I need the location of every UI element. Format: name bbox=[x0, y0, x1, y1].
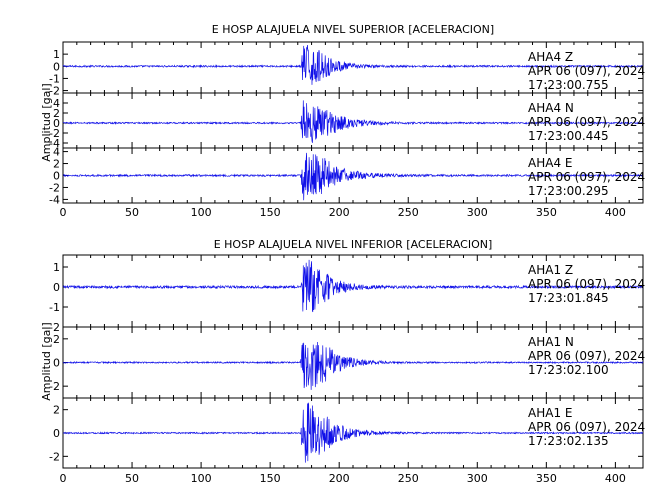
trace-station-label: AHA4 Z bbox=[528, 50, 573, 64]
waveform bbox=[62, 100, 644, 143]
waveform bbox=[62, 402, 644, 463]
x-tick-label: 400 bbox=[605, 206, 626, 219]
chart-1: E HOSP ALAJUELA NIVEL SUPERIOR [ACELERAC… bbox=[40, 23, 645, 219]
trace-station-label: AHA1 Z bbox=[528, 263, 573, 277]
waveform bbox=[62, 341, 644, 390]
trace-time: 17:23:02.100 bbox=[528, 363, 609, 377]
x-tick-label: 350 bbox=[536, 206, 557, 219]
y-tick-label: -2 bbox=[49, 450, 60, 463]
y-tick-label: 2 bbox=[53, 333, 60, 346]
y-tick-label: -2 bbox=[49, 380, 60, 393]
y-tick-label: 1 bbox=[53, 48, 60, 61]
trace-time: 17:23:02.135 bbox=[528, 434, 609, 448]
y-tick-label: -4 bbox=[49, 137, 60, 150]
trace-time: 17:23:00.445 bbox=[528, 129, 609, 143]
trace-station-label: AHA1 E bbox=[528, 406, 572, 420]
waveform bbox=[62, 152, 644, 201]
trace-time: 17:23:00.755 bbox=[528, 78, 609, 92]
trace-time: 17:23:01.845 bbox=[528, 291, 609, 305]
chart-2: E HOSP ALAJUELA NIVEL INFERIOR [ACELERAC… bbox=[40, 238, 645, 485]
waveform bbox=[62, 44, 644, 85]
x-tick-label: 300 bbox=[467, 472, 488, 485]
y-tick-label: -2 bbox=[49, 321, 60, 334]
chart-title: E HOSP ALAJUELA NIVEL SUPERIOR [ACELERAC… bbox=[212, 23, 494, 36]
y-tick-label: 1 bbox=[53, 261, 60, 274]
y-axis-label: Amplitud [gal] bbox=[40, 322, 53, 400]
y-axis-label: Amplitud [gal] bbox=[40, 83, 53, 161]
y-tick-label: -2 bbox=[49, 85, 60, 98]
trace-date: APR 06 (097), 2024 bbox=[528, 349, 645, 363]
y-tick-label: 2 bbox=[53, 158, 60, 171]
y-tick-label: -2 bbox=[49, 127, 60, 140]
x-tick-label: 100 bbox=[191, 206, 212, 219]
y-tick-label: 0 bbox=[53, 281, 60, 294]
y-tick-label: 4 bbox=[53, 146, 60, 159]
chart-title: E HOSP ALAJUELA NIVEL INFERIOR [ACELERAC… bbox=[214, 238, 493, 251]
y-tick-label: 0 bbox=[53, 60, 60, 73]
y-tick-label: 2 bbox=[53, 107, 60, 120]
y-tick-label: 0 bbox=[53, 170, 60, 183]
y-tick-label: -2 bbox=[49, 181, 60, 194]
trace-station-label: AHA1 N bbox=[528, 335, 574, 349]
x-tick-label: 300 bbox=[467, 206, 488, 219]
x-tick-label: 250 bbox=[398, 206, 419, 219]
y-tick-label: 2 bbox=[53, 404, 60, 417]
trace-date: APR 06 (097), 2024 bbox=[528, 64, 645, 78]
y-tick-label: 0 bbox=[53, 427, 60, 440]
x-tick-label: 100 bbox=[191, 472, 212, 485]
x-tick-label: 150 bbox=[260, 472, 281, 485]
y-tick-label: 4 bbox=[53, 97, 60, 110]
x-tick-label: 200 bbox=[329, 472, 350, 485]
x-tick-label: 150 bbox=[260, 206, 281, 219]
x-tick-label: 400 bbox=[605, 472, 626, 485]
y-tick-label: -4 bbox=[49, 193, 60, 206]
trace-date: APR 06 (097), 2024 bbox=[528, 420, 645, 434]
trace-time: 17:23:00.295 bbox=[528, 184, 609, 198]
x-tick-label: 350 bbox=[536, 472, 557, 485]
trace-date: APR 06 (097), 2024 bbox=[528, 277, 645, 291]
y-tick-label: 0 bbox=[53, 117, 60, 130]
trace-date: APR 06 (097), 2024 bbox=[528, 170, 645, 184]
trace-station-label: AHA4 E bbox=[528, 156, 572, 170]
y-tick-label: -1 bbox=[49, 72, 60, 85]
trace-station-label: AHA4 N bbox=[528, 101, 574, 115]
x-tick-label: 50 bbox=[125, 472, 139, 485]
x-tick-label: 250 bbox=[398, 472, 419, 485]
waveform bbox=[62, 259, 644, 313]
trace-date: APR 06 (097), 2024 bbox=[528, 115, 645, 129]
y-tick-label: 0 bbox=[53, 357, 60, 370]
x-tick-label: 0 bbox=[60, 206, 67, 219]
x-tick-label: 50 bbox=[125, 206, 139, 219]
y-tick-label: -1 bbox=[49, 301, 60, 314]
x-tick-label: 0 bbox=[60, 472, 67, 485]
x-tick-label: 200 bbox=[329, 206, 350, 219]
